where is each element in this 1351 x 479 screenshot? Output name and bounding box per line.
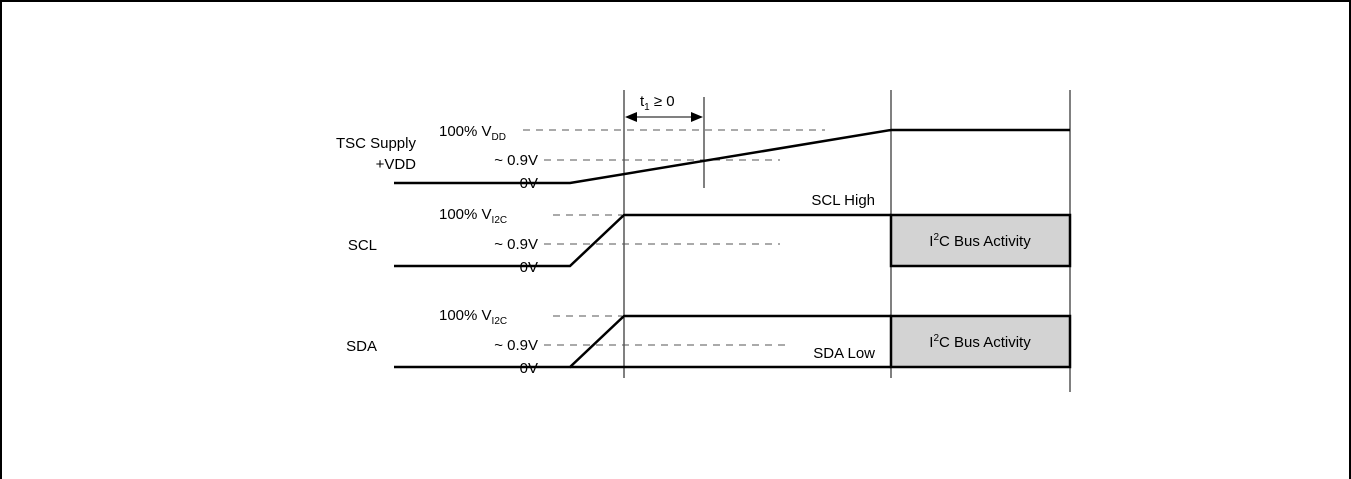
scl-name: SCL bbox=[348, 237, 377, 254]
tsc-level-09v: ~ 0.9V bbox=[494, 152, 538, 169]
tsc-supply-name: TSC Supply bbox=[336, 135, 417, 152]
scl-bus-activity-label: I2C Bus Activity bbox=[929, 232, 1031, 250]
t1-arrow bbox=[625, 112, 703, 122]
sda-level-09v: ~ 0.9V bbox=[494, 337, 538, 354]
scl-level-100: 100% VI2C bbox=[439, 206, 507, 226]
sda-bus-activity-label: I2C Bus Activity bbox=[929, 333, 1031, 351]
sda-low-label: SDA Low bbox=[813, 345, 875, 362]
sda-waveform bbox=[540, 314, 891, 369]
scl-high-label: SCL High bbox=[811, 192, 875, 209]
sda-level-0v: 0V bbox=[520, 360, 538, 377]
scl-bus-activity-box bbox=[889, 213, 1072, 268]
t1-label: t1 ≥ 0 bbox=[640, 93, 675, 113]
sda-name: SDA bbox=[346, 338, 377, 355]
sda-bus-activity-box bbox=[889, 314, 1072, 369]
tsc-level-100: 100% VDD bbox=[439, 123, 506, 143]
scl-waveform bbox=[540, 213, 891, 268]
scl-level-09v: ~ 0.9V bbox=[494, 236, 538, 253]
scl-level-0v: 0V bbox=[520, 259, 538, 276]
sda-level-100: 100% VI2C bbox=[439, 307, 507, 327]
tsc-supply-name-vdd: +VDD bbox=[376, 156, 417, 173]
tsc-supply-waveform-ramp bbox=[540, 128, 1070, 185]
